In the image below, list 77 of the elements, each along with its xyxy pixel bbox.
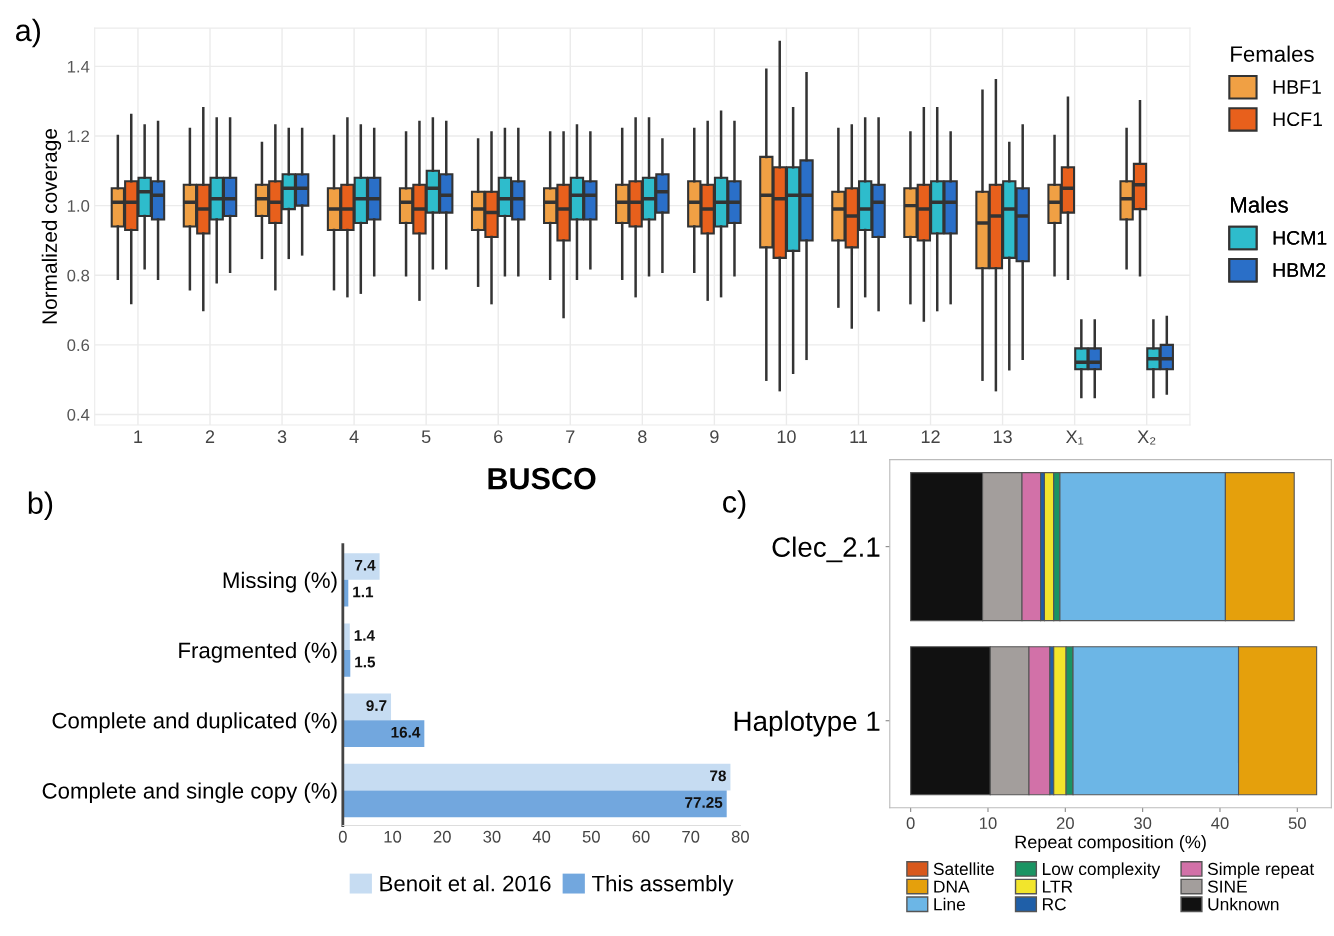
- legend-label: This assembly: [592, 875, 734, 896]
- x-tick-label: 50: [1288, 817, 1306, 830]
- text: b): [28, 491, 53, 520]
- legend-label: DNA: [934, 880, 970, 893]
- legend-label: Benoit et al. 2016: [380, 875, 551, 892]
- y-tick-label: 1.0: [67, 200, 90, 212]
- legend-label: HCM1: [1273, 230, 1327, 245]
- x-axis-title: Repeat composition (%): [1015, 835, 1206, 852]
- y-tick-label: 0.8: [67, 269, 90, 282]
- y-tick-label: 0.4: [67, 408, 90, 421]
- x-tick-label: 30: [1134, 817, 1152, 830]
- legend-label: RC: [1042, 898, 1066, 911]
- y-tick-label: Fragmented (%): [179, 642, 337, 663]
- x-tick-label: 9: [710, 430, 719, 444]
- x-tick-label: 20: [433, 830, 451, 843]
- y-tick-label: 0.6: [67, 339, 90, 352]
- chart-title: BUSCO: [488, 467, 596, 490]
- text: Males: [1231, 196, 1288, 213]
- y-axis-title: Normalized coverage: [41, 129, 62, 324]
- x-tick-label: 40: [532, 830, 551, 843]
- legend-label: LTR: [1042, 880, 1073, 893]
- x-tick-label: 11: [850, 430, 867, 443]
- x-tick-label: 7: [566, 430, 575, 443]
- x-tick-label: 6: [494, 430, 503, 444]
- data-label: 7.4: [355, 559, 376, 571]
- x-tick-label: 0: [906, 817, 915, 830]
- x-tick-label: 20: [1056, 817, 1074, 830]
- x-tick-label: 70: [682, 830, 700, 843]
- legend-label: Simple repeat: [1207, 862, 1315, 879]
- x-tick-label: 5: [421, 430, 431, 444]
- text: Females: [1231, 45, 1314, 62]
- x-tick-label: 80: [731, 830, 749, 843]
- text: a): [16, 18, 40, 48]
- y-tick-label: Clec_2.1: [772, 536, 880, 563]
- legend-label: SINE: [1207, 880, 1247, 893]
- y-tick-label: Complete and duplicated (%): [52, 712, 337, 733]
- data-label: 78: [710, 770, 726, 782]
- x-tick-label: 2: [205, 430, 215, 443]
- x-tick-label: X₂: [1137, 430, 1156, 445]
- x-tick-label: 3: [277, 430, 287, 444]
- legend-label: Unknown: [1208, 897, 1279, 911]
- x-tick-label: 10: [777, 430, 796, 444]
- y-tick-label: Complete and single copy (%): [42, 782, 337, 804]
- text: c): [723, 490, 746, 519]
- legend-label: HBF1: [1273, 80, 1321, 94]
- data-label: 9.7: [366, 700, 387, 712]
- legend-label: Satellite: [933, 862, 994, 876]
- data-label: 1.1: [353, 586, 374, 598]
- x-tick-label: 10: [384, 830, 402, 843]
- x-tick-label: 30: [483, 830, 501, 843]
- bar: [342, 763, 731, 791]
- x-tick-label: 10: [979, 817, 997, 830]
- y-tick-label: Missing (%): [223, 571, 337, 593]
- x-tick-label: 13: [993, 430, 1012, 444]
- legend-label: Line: [934, 897, 965, 911]
- legend-label: HCF1: [1273, 112, 1322, 127]
- data-label: 1.5: [355, 656, 376, 668]
- y-tick-label: 1.2: [67, 130, 90, 143]
- x-tick-label: X₁: [1065, 430, 1084, 445]
- data-label: 77.25: [685, 797, 723, 808]
- x-tick-label: 1: [134, 430, 143, 443]
- y-tick-label: 1.4: [67, 60, 90, 73]
- x-tick-label: 0: [338, 830, 347, 843]
- x-tick-label: 4: [349, 430, 359, 443]
- x-tick-label: 50: [582, 830, 600, 843]
- x-tick-label: 40: [1211, 817, 1229, 830]
- x-tick-label: 60: [632, 830, 650, 843]
- y-tick-label: Haplotype 1: [734, 710, 880, 737]
- data-label: 16.4: [391, 726, 421, 738]
- x-tick-label: 8: [638, 430, 647, 444]
- bar: [342, 720, 425, 747]
- data-label: 1.4: [354, 630, 375, 641]
- bar: [342, 553, 380, 580]
- legend-label: Low complexity: [1042, 862, 1161, 879]
- legend-label: HBM2: [1273, 263, 1326, 277]
- x-tick-label: 12: [921, 430, 940, 443]
- bar: [342, 790, 727, 818]
